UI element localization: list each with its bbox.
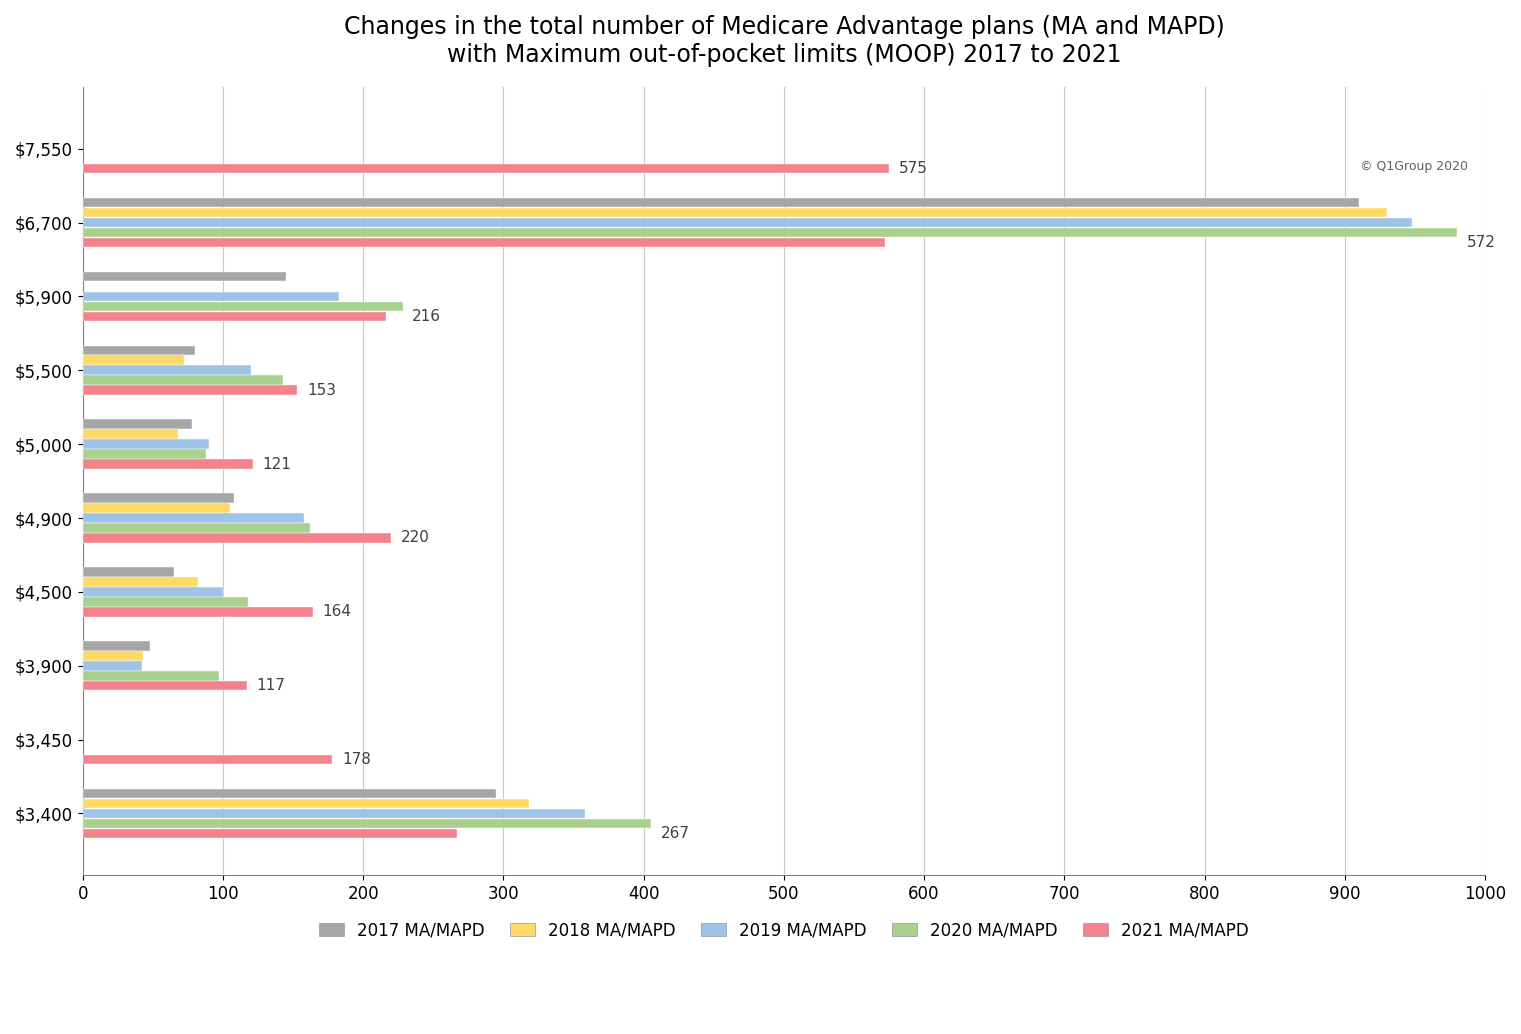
Bar	[82, 386, 298, 395]
Bar	[82, 755, 333, 764]
Bar	[82, 641, 151, 650]
Bar	[82, 828, 458, 839]
Bar	[82, 567, 173, 577]
Bar	[82, 671, 219, 680]
Bar	[82, 450, 207, 459]
Bar	[82, 597, 248, 607]
Bar	[82, 534, 391, 543]
Text: 164: 164	[322, 604, 351, 619]
Bar	[82, 238, 885, 247]
Bar	[82, 302, 403, 311]
Legend: 2017 MA/MAPD, 2018 MA/MAPD, 2019 MA/MAPD, 2020 MA/MAPD, 2021 MA/MAPD: 2017 MA/MAPD, 2018 MA/MAPD, 2019 MA/MAPD…	[312, 914, 1255, 946]
Bar	[82, 809, 584, 818]
Bar	[82, 513, 304, 523]
Text: 121: 121	[262, 457, 291, 472]
Bar	[82, 429, 178, 439]
Text: 153: 153	[307, 383, 336, 398]
Bar	[82, 208, 1387, 217]
Bar	[82, 680, 246, 691]
Bar	[82, 587, 224, 597]
Bar	[82, 163, 890, 174]
Bar	[82, 218, 1411, 227]
Text: 572: 572	[1466, 235, 1495, 250]
Bar	[82, 789, 496, 798]
Bar	[82, 504, 230, 513]
Text: © Q1Group 2020: © Q1Group 2020	[1360, 160, 1468, 174]
Bar	[82, 439, 208, 449]
Bar	[82, 798, 529, 809]
Text: 178: 178	[342, 752, 371, 767]
Bar	[82, 459, 252, 468]
Text: 575: 575	[899, 161, 928, 176]
Bar	[82, 272, 286, 281]
Text: 216: 216	[412, 309, 441, 324]
Bar	[82, 577, 198, 586]
Bar	[82, 292, 339, 301]
Bar	[82, 607, 313, 616]
Bar	[82, 493, 234, 503]
Bar	[82, 661, 141, 670]
Title: Changes in the total number of Medicare Advantage plans (MA and MAPD)
with Maxim: Changes in the total number of Medicare …	[344, 16, 1224, 67]
Bar	[82, 197, 1358, 208]
Bar	[82, 523, 310, 533]
Bar	[82, 420, 192, 429]
Bar	[82, 375, 283, 385]
Text: 267: 267	[660, 826, 689, 841]
Bar	[82, 651, 143, 661]
Text: 220: 220	[402, 530, 430, 546]
Bar	[82, 819, 651, 828]
Bar	[82, 345, 195, 355]
Bar	[82, 311, 386, 322]
Bar	[82, 227, 1457, 238]
Bar	[82, 365, 251, 375]
Bar	[82, 356, 184, 365]
Text: 117: 117	[257, 678, 286, 693]
